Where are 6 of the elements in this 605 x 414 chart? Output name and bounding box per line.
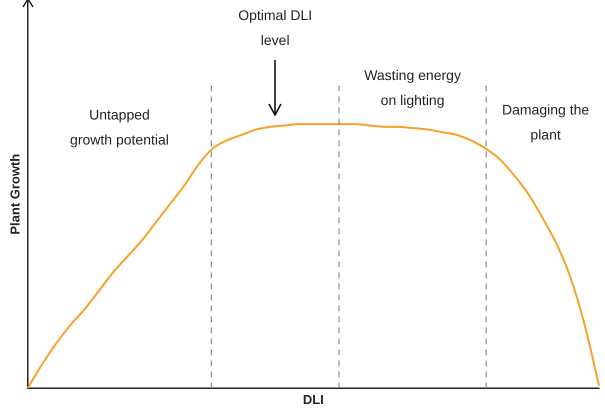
y-axis-title: Plant Growth bbox=[7, 154, 22, 235]
annotation: Damaging the plant bbox=[502, 101, 590, 142]
text: Wasting energy on lighting bbox=[364, 67, 461, 108]
text: Optimal DLI level bbox=[238, 6, 312, 48]
x-axis-title: DLI bbox=[302, 392, 324, 407]
annotation: Untapped growth potential bbox=[70, 106, 169, 148]
